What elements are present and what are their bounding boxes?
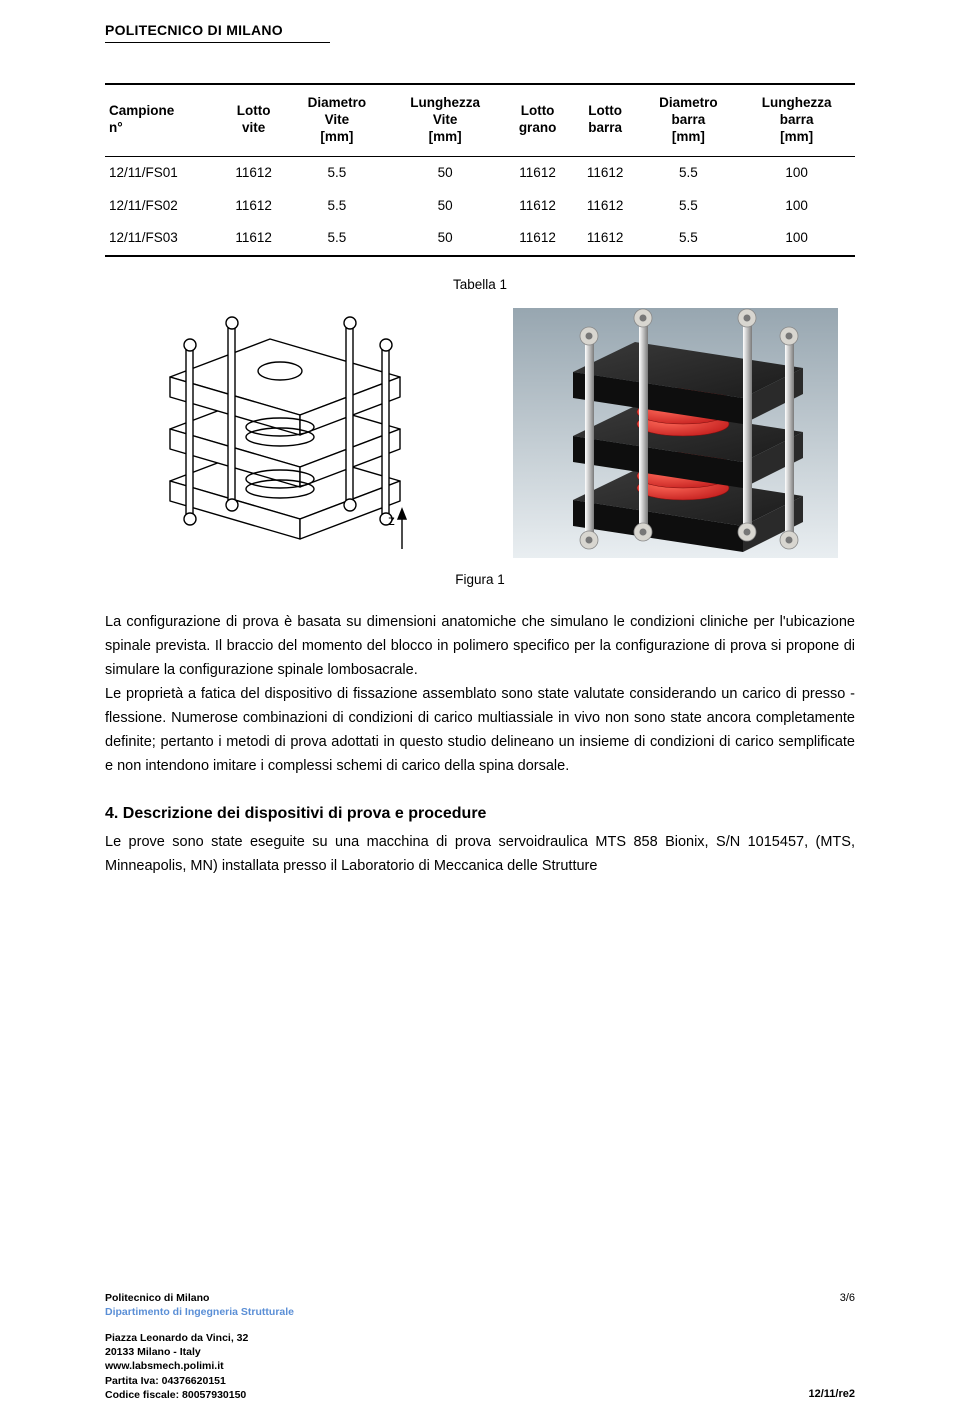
body-text: La configurazione di prova è basata su d… xyxy=(105,611,855,778)
footer-cf: Codice fiscale: 80057930150 xyxy=(105,1388,855,1402)
page-number: 3/6 xyxy=(840,1291,855,1306)
footer-dept: Dipartimento di Ingegneria Strutturale xyxy=(105,1305,855,1319)
footer-addr1: Piazza Leonardo da Vinci, 32 xyxy=(105,1331,855,1345)
org-name: POLITECNICO DI MILANO xyxy=(105,22,855,38)
table-row: 12/11/FS01116125.55011612116125.5100 xyxy=(105,156,855,189)
col-0: Campionen° xyxy=(105,84,220,156)
col-2: DiametroVite[mm] xyxy=(287,84,387,156)
table-row: 12/11/FS03116125.55011612116125.5100 xyxy=(105,222,855,256)
col-5: Lottobarra xyxy=(572,84,639,156)
footer-piva: Partita Iva: 04376620151 xyxy=(105,1374,855,1388)
figure-caption: Figura 1 xyxy=(105,572,855,587)
figure-left: z xyxy=(105,311,465,556)
footer-web: www.labsmech.polimi.it xyxy=(105,1359,855,1373)
col-1: Lottovite xyxy=(220,84,287,156)
axis-z-label: z xyxy=(388,512,395,528)
col-6: Diametrobarra[mm] xyxy=(639,84,739,156)
org-underline xyxy=(105,42,330,43)
footer-addr2: 20133 Milano - Italy xyxy=(105,1345,855,1359)
section-body: Le prove sono state eseguite su una macc… xyxy=(105,831,855,879)
col-4: Lottograno xyxy=(503,84,571,156)
device-photo-icon xyxy=(513,308,838,558)
table-row: 12/11/FS02116125.55011612116125.5100 xyxy=(105,190,855,223)
figure-row: z xyxy=(105,308,855,558)
data-table: Campionen° Lottovite DiametroVite[mm] Lu… xyxy=(105,83,855,257)
footer-uni: Politecnico di Milano xyxy=(105,1291,855,1305)
figure-right xyxy=(495,308,855,558)
table-caption: Tabella 1 xyxy=(105,277,855,292)
paragraph-1: La configurazione di prova è basata su d… xyxy=(105,611,855,683)
col-7: Lunghezzabarra[mm] xyxy=(738,84,855,156)
device-linedrawing-icon: z xyxy=(130,311,440,556)
footer: Politecnico di Milano Dipartimento di In… xyxy=(105,1291,855,1402)
paragraph-2: Le proprietà a fatica del dispositivo di… xyxy=(105,683,855,779)
doc-ref: 12/11/re2 xyxy=(809,1387,856,1402)
col-3: LunghezzaVite[mm] xyxy=(387,84,504,156)
section-heading: 4. Descrizione dei dispositivi di prova … xyxy=(105,805,855,823)
